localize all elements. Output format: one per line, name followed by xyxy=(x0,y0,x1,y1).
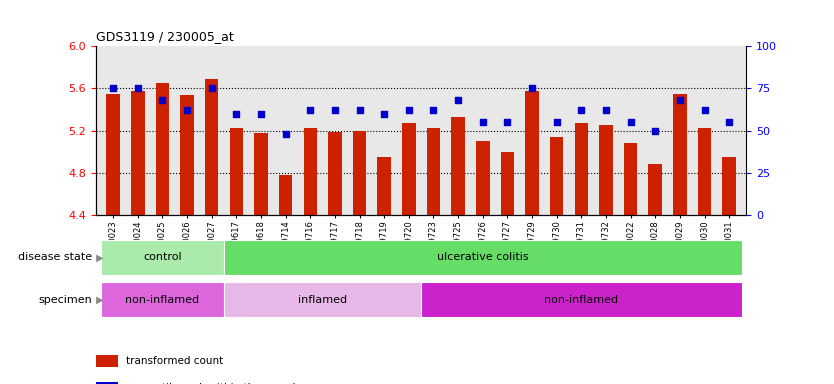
Point xyxy=(600,107,613,113)
Text: inflamed: inflamed xyxy=(298,295,347,305)
Bar xyxy=(304,129,317,215)
Bar xyxy=(254,133,268,215)
Point xyxy=(180,107,193,113)
Point xyxy=(304,107,317,113)
Text: ▶: ▶ xyxy=(93,295,103,305)
Bar xyxy=(599,125,613,215)
Bar xyxy=(649,164,662,215)
Bar xyxy=(402,123,415,215)
Bar xyxy=(131,91,144,215)
Text: disease state: disease state xyxy=(18,252,92,262)
Point xyxy=(698,107,711,113)
Point xyxy=(673,97,686,103)
Text: non-inflamed: non-inflamed xyxy=(125,295,199,305)
Bar xyxy=(451,117,465,215)
Bar xyxy=(525,91,539,215)
Point xyxy=(353,107,366,113)
Text: ulcerative colitis: ulcerative colitis xyxy=(437,252,529,262)
Bar xyxy=(328,132,342,215)
Bar xyxy=(624,143,637,215)
Text: non-inflamed: non-inflamed xyxy=(545,295,618,305)
Point xyxy=(427,107,440,113)
Point xyxy=(329,107,342,113)
Bar xyxy=(107,94,120,215)
Bar xyxy=(575,123,588,215)
Bar xyxy=(500,152,515,215)
Bar xyxy=(698,129,711,215)
Bar xyxy=(353,131,366,215)
Bar xyxy=(180,95,193,215)
Bar xyxy=(421,282,741,317)
Bar xyxy=(229,129,244,215)
Point xyxy=(205,85,219,91)
Point xyxy=(451,97,465,103)
Point xyxy=(649,127,662,134)
Point xyxy=(378,111,391,117)
Bar xyxy=(101,282,224,317)
Bar xyxy=(224,240,741,275)
Point xyxy=(575,107,588,113)
Text: transformed count: transformed count xyxy=(126,356,224,366)
Bar xyxy=(550,137,564,215)
Text: percentile rank within the sample: percentile rank within the sample xyxy=(126,383,302,384)
Bar xyxy=(476,141,490,215)
Point xyxy=(624,119,637,125)
Bar xyxy=(101,240,224,275)
Point xyxy=(525,85,539,91)
Point xyxy=(156,97,169,103)
Bar xyxy=(156,83,169,215)
Text: control: control xyxy=(143,252,182,262)
Point xyxy=(550,119,564,125)
Point xyxy=(254,111,268,117)
Text: ▶: ▶ xyxy=(93,252,103,262)
Point xyxy=(229,111,243,117)
Bar xyxy=(673,94,686,215)
Point xyxy=(402,107,415,113)
Point xyxy=(107,85,120,91)
Bar xyxy=(378,157,391,215)
Point xyxy=(131,85,144,91)
Bar xyxy=(224,282,421,317)
Text: specimen: specimen xyxy=(38,295,92,305)
Text: GDS3119 / 230005_at: GDS3119 / 230005_at xyxy=(96,30,234,43)
Point xyxy=(476,119,490,125)
Point xyxy=(500,119,514,125)
Point xyxy=(279,131,293,137)
Bar xyxy=(205,79,219,215)
Bar xyxy=(279,175,293,215)
Point xyxy=(722,119,736,125)
Bar xyxy=(722,157,736,215)
Bar xyxy=(427,129,440,215)
